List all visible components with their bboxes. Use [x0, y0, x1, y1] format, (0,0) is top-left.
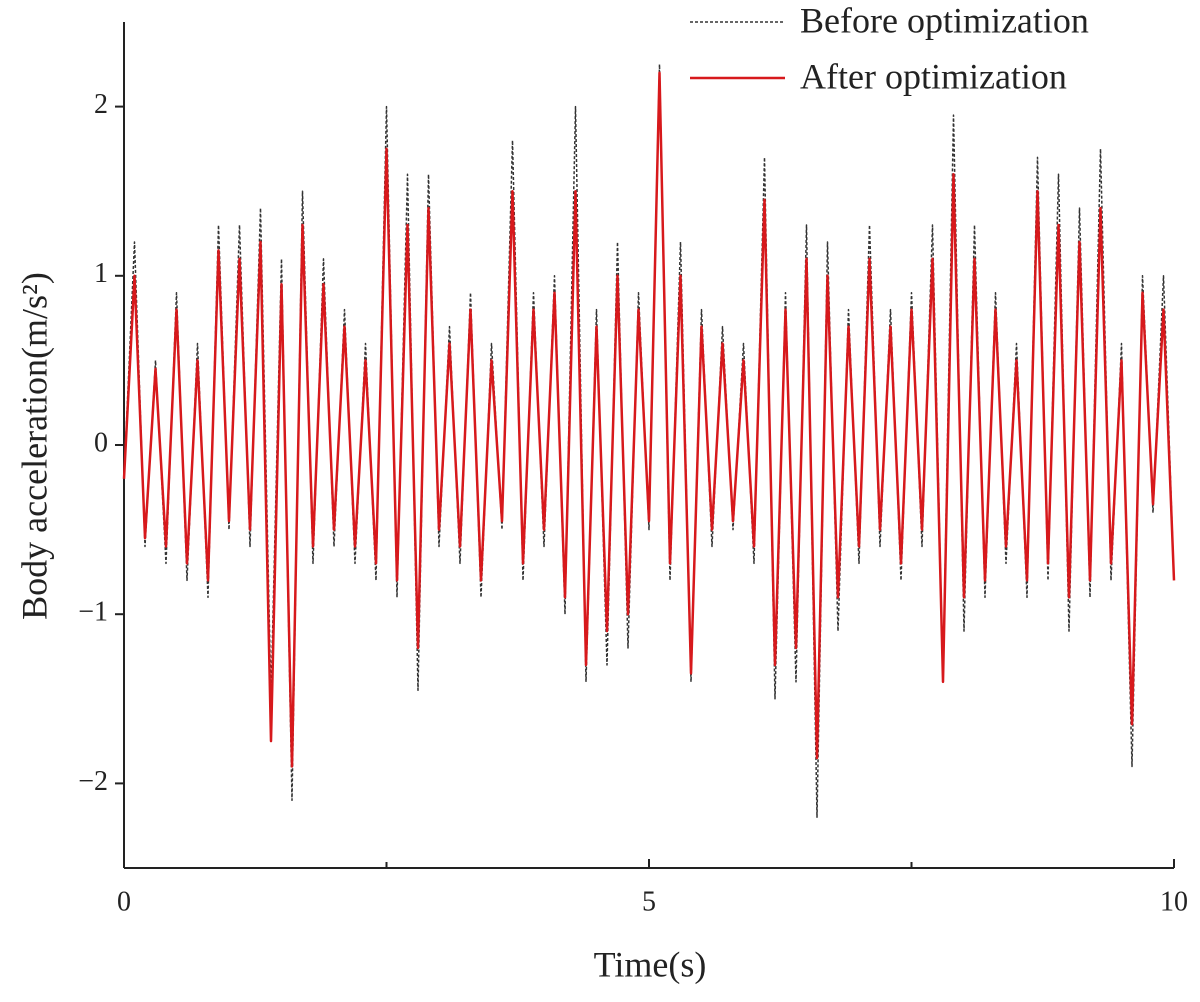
y-tick-label: 0: [94, 427, 108, 458]
y-tick-label: −1: [78, 597, 108, 628]
series-line: [123, 63, 1175, 818]
series-line: [122, 71, 1176, 768]
x-tick-label: 5: [642, 886, 656, 917]
x-tick-label: 10: [1160, 886, 1188, 917]
y-axis-label: Body acceleration(m/s²): [14, 272, 54, 620]
legend-text: Before optimization: [800, 0, 1089, 40]
y-tick-label: 1: [94, 258, 108, 289]
y-tick-label: −2: [78, 766, 108, 797]
x-axis-label: Time(s): [594, 944, 707, 984]
x-tick-label: 0: [117, 886, 131, 917]
y-tick-label: 2: [94, 89, 108, 120]
legend-text: After optimization: [800, 56, 1067, 96]
